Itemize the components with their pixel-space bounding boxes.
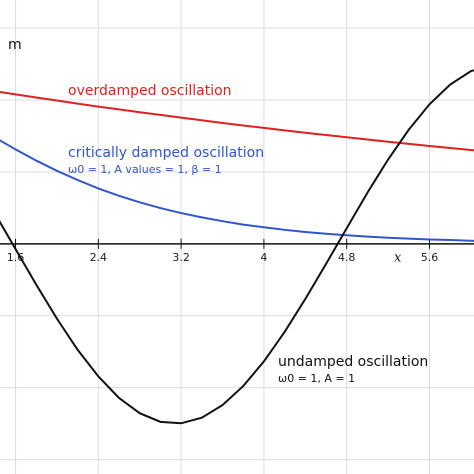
annotation: ω0 = 1, A values = 1, β = 1 <box>68 163 222 176</box>
series-line <box>0 139 474 242</box>
x-tick-label: 4.8 <box>338 251 356 264</box>
x-tick-label: 3.2 <box>172 251 190 264</box>
y-unit: m <box>8 37 22 53</box>
x-axis-label: x <box>394 251 402 266</box>
x-tick-label: 4 <box>260 251 267 264</box>
series-line <box>0 90 474 152</box>
annotation: critically damped oscillation <box>68 145 264 161</box>
annotation: ω0 = 1, A = 1 <box>278 372 355 385</box>
x-tick-label: 1.6 <box>7 251 25 264</box>
series-line <box>0 69 474 425</box>
annotation: undamped oscillation <box>278 354 428 370</box>
x-tick-label: 5.6 <box>421 251 439 264</box>
annotation: overdamped oscillation <box>68 83 232 99</box>
labels: m x overdamped oscillation critically da… <box>8 37 428 385</box>
plot <box>0 69 474 425</box>
x-tick-label: 2.4 <box>90 251 108 264</box>
